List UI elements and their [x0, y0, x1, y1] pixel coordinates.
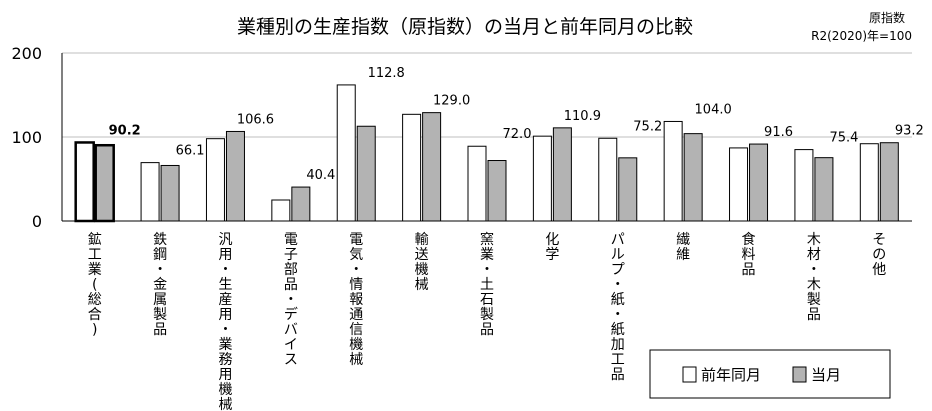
- category-label: パルプ・紙・紙加工品: [611, 232, 625, 383]
- category-label: 汎用・生産用・業務用機械: [218, 232, 232, 411]
- bar-previous-year: [402, 113, 422, 222]
- bar-previous-year: [271, 199, 291, 222]
- bar-previous-year: [532, 135, 552, 222]
- grid-lines: [62, 52, 912, 138]
- data-label: 72.0: [503, 127, 532, 142]
- bars: [74, 84, 899, 223]
- category-label: 食料品: [742, 231, 756, 278]
- bar-previous-year: [336, 84, 356, 222]
- legend: 前年同月 当月: [649, 349, 891, 399]
- data-labels: 90.2 66.1 106.6 40.4 112.8 129.0 72.0 110.9 75.2…: [109, 66, 924, 183]
- data-label: 40.4: [306, 168, 335, 183]
- bar-current-month: [291, 186, 311, 222]
- bar-current-month: [225, 130, 245, 222]
- category-label: 鉄鋼・金属製品: [153, 232, 167, 338]
- bar-previous-year: [205, 138, 225, 222]
- category-label: 木材・木製品: [807, 232, 821, 323]
- legend-label-current-month: 当月: [811, 366, 841, 384]
- bar-current-month: [356, 125, 376, 222]
- category-label: 繊維: [676, 232, 690, 263]
- bar-previous-year: [859, 143, 879, 222]
- category-label: 電子部品・デバイス: [284, 232, 298, 368]
- data-label: 112.8: [368, 66, 405, 81]
- category-label: 窯業・土石製品: [480, 231, 494, 338]
- legend-label-previous-year: 前年同月: [701, 366, 761, 384]
- bar-previous-year: [467, 145, 487, 222]
- bar-previous-year: [794, 149, 814, 222]
- data-label: 104.0: [695, 102, 732, 117]
- data-label: 93.2: [895, 124, 924, 139]
- data-label: 75.4: [829, 131, 858, 146]
- chart-title: 業種別の生産指数（原指数）の当月と前年同月の比較: [237, 16, 693, 38]
- bar-current-month: [814, 157, 834, 222]
- category-label: 化学: [545, 232, 559, 263]
- bar-current-month: [422, 112, 442, 222]
- bar-current-month: [552, 127, 572, 222]
- data-label: 91.6: [764, 125, 793, 140]
- data-label: 129.0: [433, 94, 470, 109]
- category-label: 輸送機械: [415, 232, 429, 293]
- index-note: 原指数: [869, 10, 905, 25]
- bar-previous-year: [663, 120, 683, 222]
- category-label: 電気・情報通信機械: [349, 232, 363, 368]
- data-label: 106.6: [237, 112, 274, 127]
- bar-previous-year: [140, 162, 160, 222]
- category-label: 鉱工業(総合): [88, 231, 102, 338]
- bar-current-month: [749, 143, 769, 222]
- y-tick-label: 200: [11, 44, 42, 63]
- bar-current-month: [879, 142, 899, 222]
- y-tick-label: 0: [32, 212, 42, 231]
- bar-current-month: [94, 143, 115, 223]
- data-label: 90.2: [109, 123, 141, 138]
- bar-current-month: [618, 157, 638, 222]
- legend-swatch-previous-year: [682, 366, 697, 383]
- y-axis-ticks: 0 100 200: [11, 44, 42, 231]
- bar-current-month: [487, 160, 507, 222]
- category-labels: 鉱工業(総合) 鉄鋼・金属製品 汎用・生産用・業務用機械 電子部品・デバイス 電気・情報…: [88, 231, 887, 411]
- data-label: 110.9: [564, 109, 601, 124]
- data-label: 75.2: [633, 119, 662, 134]
- data-label: 66.1: [176, 144, 205, 159]
- bar-previous-year: [598, 137, 618, 222]
- base-year-note: R2(2020)年=100: [811, 29, 912, 43]
- bar-previous-year: [729, 147, 749, 222]
- y-tick-label: 100: [11, 128, 42, 147]
- axes: [61, 53, 912, 222]
- bar-previous-year: [74, 141, 95, 223]
- legend-swatch-current-month: [792, 366, 807, 383]
- bar-current-month: [160, 164, 180, 222]
- bar-current-month: [683, 133, 703, 222]
- category-label: その他: [872, 232, 886, 278]
